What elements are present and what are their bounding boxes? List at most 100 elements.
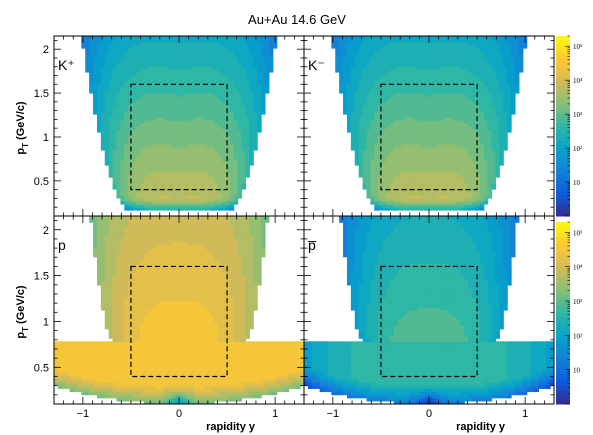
heatmap-cell <box>479 105 485 109</box>
heatmap-cell <box>225 183 231 187</box>
heatmap-cell <box>182 138 188 142</box>
heatmap-cell <box>382 183 387 187</box>
heatmap-cell <box>417 66 422 70</box>
heatmap-cell <box>167 111 172 115</box>
heatmap-cell <box>444 93 450 97</box>
heatmap-cell <box>354 96 360 100</box>
heatmap-cell <box>261 72 266 76</box>
heatmap-cell <box>475 63 481 67</box>
heatmap-cell <box>171 165 176 169</box>
heatmap-cell <box>432 183 438 187</box>
heatmap-cell <box>229 48 235 52</box>
heatmap-cell <box>116 57 122 61</box>
heatmap-cell <box>214 48 219 52</box>
heatmap-cell <box>163 198 168 202</box>
heatmap-cell <box>358 123 364 127</box>
heatmap-cell <box>221 147 227 151</box>
heatmap-cell <box>507 99 512 103</box>
heatmap-cell <box>362 132 368 136</box>
heatmap-cell <box>143 174 149 178</box>
heatmap-cell <box>93 385 98 389</box>
heatmap-cell <box>237 48 243 52</box>
heatmap-cell <box>202 156 207 160</box>
heatmap-cell <box>171 75 176 79</box>
heatmap-cell <box>464 174 469 178</box>
heatmap-cell <box>139 99 145 103</box>
heatmap-cell <box>436 96 442 100</box>
heatmap-cell <box>452 75 457 79</box>
heatmap-cell <box>370 162 375 166</box>
heatmap-cell <box>139 120 145 124</box>
heatmap-cell <box>229 45 235 49</box>
heatmap-cell <box>132 48 137 52</box>
heatmap-cell <box>147 63 153 67</box>
heatmap-cell <box>202 147 207 151</box>
heatmap-cell <box>218 201 223 205</box>
heatmap-cell <box>386 60 391 64</box>
heatmap-cell <box>120 186 125 190</box>
heatmap-cell <box>374 84 379 88</box>
heatmap-cell <box>425 66 430 70</box>
heatmap-cell <box>436 39 442 43</box>
heatmap-cell <box>405 132 411 136</box>
heatmap-cell <box>370 117 375 121</box>
heatmap-cell <box>386 180 391 184</box>
heatmap-cell <box>100 123 106 127</box>
heatmap-cell <box>382 198 387 202</box>
heatmap-cell <box>108 138 114 142</box>
heatmap-cell <box>358 93 364 97</box>
heatmap-cell <box>401 207 407 211</box>
heatmap-cell <box>186 48 192 52</box>
heatmap-cell <box>335 45 340 49</box>
heatmap-cell <box>421 114 426 118</box>
heatmap-cell <box>171 117 176 121</box>
heatmap-cell <box>499 66 504 70</box>
heatmap-cell <box>507 111 512 115</box>
heatmap-cell <box>151 186 157 190</box>
heatmap-cell <box>483 201 489 205</box>
heatmap-cell <box>413 207 418 211</box>
heatmap-cell <box>143 66 149 70</box>
heatmap-cell <box>432 87 438 91</box>
heatmap-cell <box>393 174 399 178</box>
heatmap-cell <box>257 60 262 64</box>
heatmap-cell <box>436 147 442 151</box>
heatmap-cell <box>358 75 364 79</box>
heatmap-cell <box>487 132 493 136</box>
heatmap-cell <box>401 153 407 157</box>
heatmap-cell <box>124 180 129 184</box>
heatmap-cell <box>432 69 438 73</box>
heatmap-cell <box>479 207 485 211</box>
heatmap-cell <box>460 144 465 148</box>
heatmap-cell <box>452 177 457 181</box>
heatmap-cell <box>85 391 90 396</box>
heatmap-cell <box>120 69 125 73</box>
heatmap-cell <box>112 186 118 190</box>
heatmap-cell <box>108 147 114 151</box>
heatmap-cell <box>218 192 223 196</box>
heatmap-cell <box>448 132 454 136</box>
heatmap-cell <box>85 344 90 349</box>
heatmap-cell <box>221 117 227 121</box>
heatmap-cell <box>112 153 118 157</box>
heatmap-cell <box>456 198 461 202</box>
heatmap-cell <box>221 111 227 115</box>
heatmap-cell <box>393 135 399 139</box>
heatmap-cell <box>143 198 149 202</box>
heatmap-cell <box>249 111 254 115</box>
heatmap-cell <box>350 45 356 49</box>
heatmap-cell <box>116 69 122 73</box>
heatmap-cell <box>339 81 344 85</box>
heatmap-cell <box>374 186 379 190</box>
heatmap-cell <box>206 174 211 178</box>
heatmap-cell <box>194 198 200 202</box>
heatmap-cell <box>421 165 426 169</box>
heatmap-cell <box>241 105 247 109</box>
heatmap-cell <box>495 159 500 163</box>
heatmap-cell <box>151 198 157 202</box>
heatmap-cell <box>81 39 86 43</box>
heatmap-cell <box>93 54 98 58</box>
heatmap-cell <box>507 45 512 49</box>
heatmap-cell <box>405 189 411 193</box>
heatmap-cell <box>151 171 157 175</box>
